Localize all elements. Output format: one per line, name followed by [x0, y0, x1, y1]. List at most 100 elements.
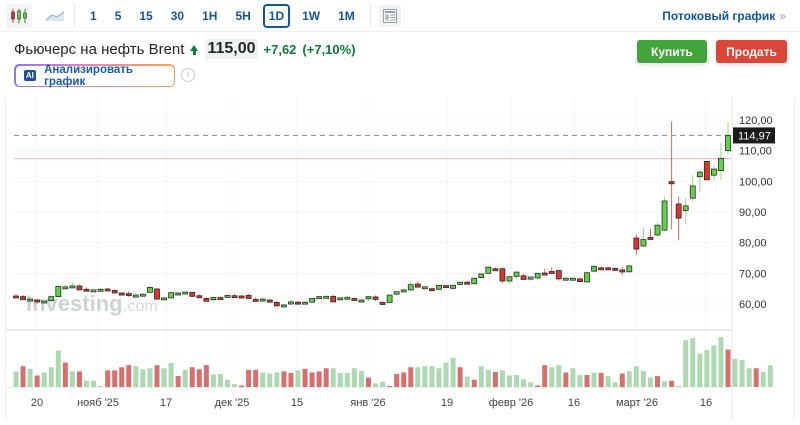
timeframe-1[interactable]: 1 — [90, 8, 97, 23]
candle — [295, 301, 301, 305]
instrument-title: Фьючерс на нефть Brent — [14, 40, 185, 58]
volume-bar — [704, 350, 710, 387]
area-chart-icon[interactable] — [42, 4, 68, 28]
candle — [62, 286, 69, 290]
volume-bar — [485, 369, 491, 387]
price-change-percent: (+7,10%) — [302, 41, 356, 57]
volume-bar — [746, 368, 752, 387]
volume-bar — [373, 383, 379, 387]
x-axis-label: 19 — [441, 397, 453, 409]
candle — [682, 205, 689, 211]
volume-bar — [239, 385, 245, 387]
candle — [443, 285, 449, 289]
volume-bar — [492, 371, 498, 387]
candle — [175, 292, 182, 296]
volume-bar — [605, 376, 611, 387]
volume-bar — [260, 372, 266, 387]
volume-bar — [224, 379, 230, 387]
timeframe-1m[interactable]: 1M — [338, 8, 355, 23]
y-axis-tick: 100,00 — [739, 176, 773, 188]
volume-bar — [62, 362, 68, 387]
volume-bar — [217, 374, 223, 387]
candle — [273, 302, 280, 307]
candle — [280, 304, 287, 308]
volume-bar — [619, 373, 625, 387]
streaming-chart-label: Потоковый график — [662, 9, 776, 23]
volume-bar — [380, 381, 386, 387]
candle — [358, 299, 365, 303]
candle — [429, 288, 435, 292]
candle — [365, 296, 372, 300]
candle — [421, 286, 428, 290]
volume-bar — [20, 366, 26, 387]
candle — [20, 296, 26, 301]
x-axis-label: янв '26 — [350, 397, 385, 409]
toolbar-divider — [74, 4, 75, 27]
chart-container[interactable]: Investing .com 120,00 110,00 100,00 90,00 80,0… — [5, 97, 795, 420]
streaming-chart-link[interactable]: Потоковый график» — [662, 9, 786, 23]
candle — [633, 237, 640, 250]
candle — [612, 268, 619, 271]
news-layout-icon[interactable] — [378, 4, 401, 27]
volume-bar — [584, 375, 590, 387]
candle — [527, 276, 534, 280]
candle — [506, 276, 513, 282]
volume-bar — [626, 371, 632, 387]
x-axis-label: 16 — [568, 397, 580, 409]
timeframe-1d[interactable]: 1D — [262, 3, 291, 28]
timeframe-1w[interactable]: 1W — [302, 8, 321, 23]
timeframe-5h[interactable]: 5H — [235, 8, 251, 23]
timeframe-15[interactable]: 15 — [139, 8, 153, 23]
x-axis-label: март '26 — [616, 397, 658, 409]
candle — [344, 296, 351, 300]
candle — [76, 285, 83, 291]
volume-bar — [394, 374, 400, 387]
candle — [626, 265, 633, 273]
volume-bar — [98, 385, 104, 387]
candle — [147, 287, 153, 293]
candle — [591, 265, 597, 272]
volume-bar — [760, 371, 766, 387]
candle — [55, 286, 62, 298]
candle — [562, 277, 569, 281]
timeframe-1h[interactable]: 1H — [202, 8, 218, 23]
volume-bar — [570, 368, 576, 387]
timeframe-5[interactable]: 5 — [114, 8, 122, 23]
candle — [41, 300, 48, 304]
price-chart[interactable]: Investing .com 120,00 110,00 100,00 90,00 80,0… — [6, 97, 796, 420]
x-axis-label: февр '26 — [489, 397, 534, 409]
candle — [302, 301, 308, 305]
instrument-header: Фьючерс на нефть Brent 115,00 +7,62 (+7,… — [14, 39, 356, 59]
volume-bar — [408, 367, 414, 387]
volume-bar — [281, 371, 287, 387]
toolbar-divider — [369, 4, 371, 27]
volume-bar — [521, 379, 527, 387]
candle — [605, 267, 612, 271]
volume-bar — [344, 372, 350, 387]
volume-bar — [48, 367, 54, 387]
sell-button[interactable]: Продать — [716, 40, 787, 63]
svg-text:114,97: 114,97 — [738, 130, 771, 142]
volume-bar — [337, 372, 343, 387]
timeframe-30[interactable]: 30 — [170, 8, 185, 23]
last-price: 115,00 — [205, 39, 258, 59]
volume-bar — [514, 375, 520, 387]
info-icon[interactable]: i — [181, 68, 195, 82]
candle — [132, 294, 139, 298]
candle — [725, 135, 731, 152]
y-axis-tick: 70,00 — [739, 268, 767, 280]
volume-bar — [76, 371, 82, 387]
volume-bar — [690, 338, 696, 387]
candle — [541, 272, 548, 276]
candlestick-chart-icon[interactable] — [6, 3, 32, 28]
candle — [182, 291, 189, 295]
candle — [393, 291, 400, 295]
buy-button[interactable]: Купить — [637, 40, 707, 63]
analyze-chart-label: Анализировать график — [44, 63, 133, 88]
volume-bar — [506, 375, 512, 387]
analyze-chart-button[interactable]: AI Анализировать график — [14, 63, 175, 88]
volume-bar — [246, 369, 252, 387]
volume-bar — [655, 376, 661, 387]
svg-text:.com: .com — [123, 298, 158, 315]
volume-bar — [203, 365, 209, 387]
